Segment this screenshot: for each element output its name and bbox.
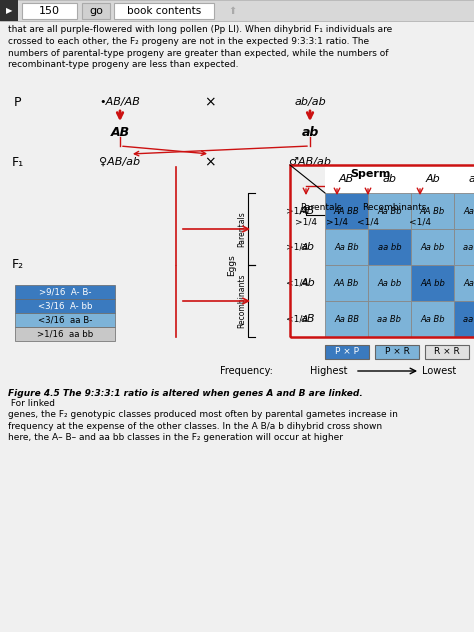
Bar xyxy=(15,299,115,313)
Text: ⬆: ⬆ xyxy=(228,6,236,16)
Bar xyxy=(425,345,469,359)
Text: book contents: book contents xyxy=(127,6,201,16)
Bar xyxy=(15,285,115,299)
Text: Aa Bb: Aa Bb xyxy=(334,243,359,252)
Text: AA Bb: AA Bb xyxy=(420,207,445,216)
Bar xyxy=(82,3,110,19)
Text: Aa BB: Aa BB xyxy=(334,315,359,324)
Text: ab: ab xyxy=(301,242,315,252)
Text: >1/4: >1/4 xyxy=(286,243,309,252)
Text: Aa Bb: Aa Bb xyxy=(377,207,402,216)
Text: AB: AB xyxy=(300,206,315,216)
Text: AA BB: AA BB xyxy=(334,207,359,216)
Bar xyxy=(411,193,454,229)
Text: ♀AB/ab: ♀AB/ab xyxy=(100,157,141,167)
Text: ab: ab xyxy=(301,126,319,138)
Text: Ab: Ab xyxy=(425,174,440,184)
Bar xyxy=(411,229,454,265)
Text: AA bb: AA bb xyxy=(420,279,445,288)
Bar xyxy=(22,3,77,19)
Bar xyxy=(325,301,368,337)
Text: ×: × xyxy=(204,95,216,109)
Bar xyxy=(411,265,454,301)
Text: For linked
genes, the F₂ genotypic classes produced most often by parental gamet: For linked genes, the F₂ genotypic class… xyxy=(8,399,398,442)
Text: >1/4: >1/4 xyxy=(286,207,309,216)
Bar xyxy=(368,229,411,265)
Text: Ab: Ab xyxy=(300,278,315,288)
Bar xyxy=(454,193,474,229)
Text: Recombinants: Recombinants xyxy=(237,274,246,328)
Text: >1/4: >1/4 xyxy=(295,217,317,226)
Bar xyxy=(454,265,474,301)
Bar xyxy=(0,0,474,21)
Text: P × R: P × R xyxy=(384,348,410,356)
Text: <1/4: <1/4 xyxy=(286,279,309,288)
Text: go: go xyxy=(89,6,103,16)
Text: Eggs: Eggs xyxy=(228,254,237,276)
Text: ♂AB/ab: ♂AB/ab xyxy=(289,157,331,167)
Bar xyxy=(325,165,474,193)
Text: ab: ab xyxy=(383,174,396,184)
Bar xyxy=(375,345,419,359)
Text: Parentals: Parentals xyxy=(237,211,246,247)
Text: >1/4: >1/4 xyxy=(326,217,348,226)
Bar xyxy=(15,327,115,341)
Text: Aa BB: Aa BB xyxy=(463,207,474,216)
Bar xyxy=(114,3,214,19)
Text: aB: aB xyxy=(468,174,474,184)
Bar xyxy=(290,165,474,337)
Text: <3/16  aa B-: <3/16 aa B- xyxy=(38,315,92,324)
Text: ab/ab: ab/ab xyxy=(294,97,326,107)
Bar xyxy=(325,265,368,301)
Text: 150: 150 xyxy=(38,6,60,16)
Bar xyxy=(325,193,368,229)
Text: AA Bb: AA Bb xyxy=(334,279,359,288)
Text: >9/16  A- B-: >9/16 A- B- xyxy=(39,288,91,296)
Text: <1/4: <1/4 xyxy=(357,217,379,226)
Text: AB: AB xyxy=(110,126,129,138)
Bar xyxy=(15,313,115,327)
Text: <3/16  A- bb: <3/16 A- bb xyxy=(38,301,92,310)
Text: R × R: R × R xyxy=(434,348,460,356)
Bar xyxy=(368,265,411,301)
Bar xyxy=(368,193,411,229)
Bar xyxy=(325,345,369,359)
Text: aa BB: aa BB xyxy=(463,315,474,324)
Text: Aa bb: Aa bb xyxy=(377,279,401,288)
Text: <1/4: <1/4 xyxy=(409,217,431,226)
Text: Lowest: Lowest xyxy=(422,366,456,376)
Text: Aa Bb: Aa Bb xyxy=(463,279,474,288)
Text: Recombinants: Recombinants xyxy=(362,204,426,212)
Bar xyxy=(0,0,18,21)
Bar xyxy=(454,301,474,337)
Text: Highest: Highest xyxy=(310,366,347,376)
Text: P: P xyxy=(14,95,22,109)
Bar xyxy=(454,229,474,265)
Text: aa bb: aa bb xyxy=(378,243,401,252)
Text: Sperm: Sperm xyxy=(350,169,390,179)
Bar xyxy=(325,229,368,265)
Bar xyxy=(368,301,411,337)
Text: Aa bb: Aa bb xyxy=(420,243,445,252)
Text: Figure 4.5 The 9:3:3:1 ratio is altered when genes ​A​ and ​B​ are linked.: Figure 4.5 The 9:3:3:1 ratio is altered … xyxy=(8,389,363,398)
Text: Frequency:: Frequency: xyxy=(220,366,273,376)
Text: that are all purple-flowered with long pollen (Pp Ll). When dihybrid F₁ individu: that are all purple-flowered with long p… xyxy=(8,25,392,70)
Text: F₁: F₁ xyxy=(12,155,24,169)
Text: <1/4: <1/4 xyxy=(286,315,309,324)
Text: F₂: F₂ xyxy=(12,258,24,272)
Text: >1/16  aa bb: >1/16 aa bb xyxy=(37,329,93,339)
Text: ×: × xyxy=(204,155,216,169)
Text: Parentals: Parentals xyxy=(300,204,342,212)
Text: aB: aB xyxy=(300,314,315,324)
Text: AB: AB xyxy=(339,174,354,184)
Text: aa Bb: aa Bb xyxy=(377,315,401,324)
Text: Aa Bb: Aa Bb xyxy=(420,315,445,324)
Text: ▶: ▶ xyxy=(6,6,12,15)
Text: •AB/AB: •AB/AB xyxy=(100,97,140,107)
Bar xyxy=(411,301,454,337)
Text: P × P: P × P xyxy=(335,348,359,356)
Text: aa Bb: aa Bb xyxy=(464,243,474,252)
